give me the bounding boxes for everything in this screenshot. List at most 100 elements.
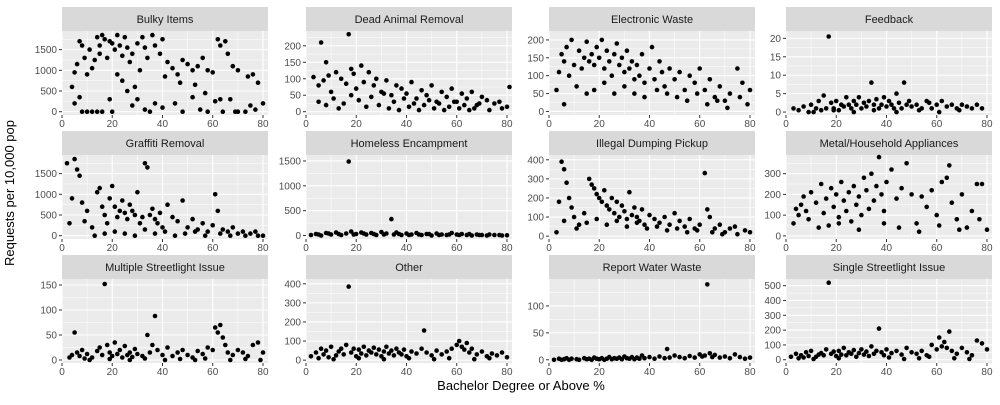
data-point <box>155 221 160 226</box>
data-point <box>220 227 226 232</box>
x-tick-label: 80 <box>744 119 756 130</box>
data-point <box>104 55 110 61</box>
data-point <box>152 43 158 48</box>
data-point <box>942 339 947 345</box>
data-point <box>137 68 143 73</box>
data-point <box>472 106 477 111</box>
data-point <box>64 161 70 166</box>
data-point <box>195 63 200 69</box>
data-point <box>919 194 924 199</box>
data-point <box>446 355 452 361</box>
x-tick-label: 0 <box>546 243 552 254</box>
data-point <box>84 109 90 114</box>
data-point <box>642 80 647 86</box>
data-point <box>190 68 195 73</box>
data-point <box>235 231 241 236</box>
data-point <box>594 216 599 222</box>
y-tick-label: 500 <box>764 281 781 292</box>
data-point <box>591 62 597 68</box>
data-point <box>456 106 462 111</box>
x-tick-label: 80 <box>501 243 513 254</box>
data-point <box>456 338 462 344</box>
data-point <box>230 352 236 358</box>
data-point <box>152 101 158 106</box>
data-point <box>594 191 599 197</box>
y-tick-label: 50 <box>533 89 545 100</box>
x-tick-label: 80 <box>744 367 756 378</box>
data-point <box>909 350 914 355</box>
data-point <box>652 216 657 222</box>
data-point <box>803 208 809 214</box>
data-point <box>836 107 842 113</box>
data-point <box>813 200 819 205</box>
data-point <box>409 349 414 354</box>
data-point <box>381 349 387 354</box>
x-tick-label: 80 <box>981 119 993 130</box>
y-tick-label: 200 <box>527 35 544 46</box>
data-point <box>801 194 806 199</box>
data-point <box>255 233 261 238</box>
data-point <box>924 204 929 210</box>
data-point <box>939 179 945 185</box>
y-tick-label: 200 <box>284 41 301 52</box>
data-point <box>416 107 422 113</box>
x-tick-label: 20 <box>831 367 843 378</box>
data-point <box>747 87 753 93</box>
data-point <box>851 183 857 189</box>
data-point <box>180 347 185 353</box>
data-point <box>856 350 862 356</box>
data-point <box>218 322 223 328</box>
data-point <box>604 222 610 227</box>
data-point <box>881 95 887 100</box>
data-point <box>677 218 682 224</box>
data-point <box>72 156 77 162</box>
data-point <box>192 229 198 234</box>
data-point <box>702 170 708 176</box>
data-point <box>120 53 125 59</box>
data-point <box>649 44 655 50</box>
data-point <box>102 231 107 236</box>
data-point <box>844 208 849 214</box>
y-tick-label: 0 <box>538 355 544 366</box>
data-point <box>112 47 118 52</box>
data-point <box>341 101 347 106</box>
data-point <box>235 347 241 353</box>
data-point <box>72 101 77 106</box>
data-point <box>841 198 847 203</box>
data-point <box>947 163 952 168</box>
data-point <box>351 346 357 352</box>
data-point <box>707 77 713 82</box>
data-point <box>364 104 369 110</box>
data-point <box>589 182 594 187</box>
data-point <box>137 221 143 226</box>
data-point <box>135 97 140 102</box>
y-tick-label: 200 <box>764 326 781 337</box>
data-point <box>107 196 112 201</box>
data-point <box>94 348 100 354</box>
data-point <box>499 350 505 355</box>
y-tick-label: 300 <box>764 311 781 322</box>
data-point <box>381 232 387 237</box>
data-point <box>899 185 904 191</box>
data-point <box>816 225 821 230</box>
data-point <box>336 231 342 237</box>
data-point <box>929 342 934 348</box>
data-point <box>984 347 990 352</box>
data-point <box>602 66 607 71</box>
facet-panel: Metal/Household Appliances 0 20 40 60 80 0 100 2… <box>764 131 993 254</box>
data-point <box>441 107 447 113</box>
data-point <box>170 353 175 359</box>
facet-title: Multiple Streetlight Issue <box>105 262 225 274</box>
data-point <box>854 102 859 107</box>
data-point <box>150 342 155 348</box>
x-tick-label: 60 <box>451 119 463 130</box>
data-point <box>929 106 934 111</box>
data-point <box>569 205 574 210</box>
data-point <box>808 102 814 107</box>
data-point <box>974 102 980 107</box>
data-point <box>361 231 367 236</box>
data-point <box>642 355 647 361</box>
facet-title: Graffiti Removal <box>126 138 205 150</box>
data-point <box>160 225 165 230</box>
